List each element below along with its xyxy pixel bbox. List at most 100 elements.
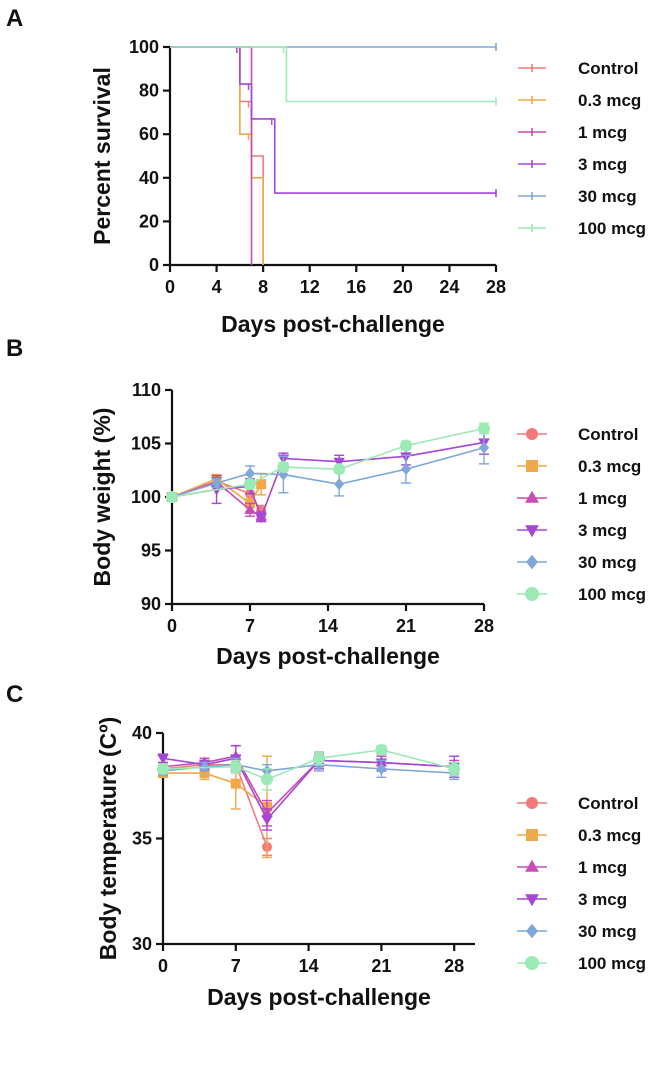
legend-swatch-marker (526, 554, 538, 570)
legend-item-control: Control (517, 425, 638, 444)
data-point (230, 778, 241, 789)
legend-item-1-mcg: 1 mcg (518, 123, 627, 142)
legend: Control 0.3 mcg 1 mcg 3 mcg 30 mcg 100 mcg (517, 425, 646, 604)
legend-swatch-marker (526, 829, 538, 841)
data-point (401, 463, 411, 476)
y-axis-title: Percent survival (89, 67, 115, 245)
data-point (333, 463, 346, 476)
legend-label: Control (578, 425, 638, 444)
x-tick-label: 28 (474, 616, 494, 636)
x-tick-label: 24 (439, 277, 459, 297)
x-axis-title: Days post-challenge (207, 984, 431, 1010)
series-line-0-3-mcg (171, 477, 262, 505)
y-tick-label: 105 (131, 434, 161, 454)
x-tick-label: 12 (300, 277, 320, 297)
data-point (479, 441, 489, 454)
legend-item-0-3-mcg: 0.3 mcg (517, 457, 641, 476)
series-3-mcg (170, 46, 497, 198)
data-point (244, 503, 256, 514)
x-tick-label: 0 (158, 956, 168, 976)
legend-label: 30 mcg (578, 553, 637, 572)
legend-label: 1 mcg (578, 123, 627, 142)
legend-swatch-marker (525, 525, 539, 538)
series-line-control (162, 763, 268, 848)
data-point (199, 768, 210, 779)
data-point (157, 754, 169, 765)
legend-label: 100 mcg (578, 954, 646, 973)
y-axis-title: Body temperature (Cº) (95, 717, 121, 961)
data-point (448, 762, 461, 775)
legend-item-0-3-mcg: 0.3 mcg (517, 826, 641, 845)
data-point (375, 743, 388, 756)
x-tick-label: 14 (318, 616, 338, 636)
legend-label: 30 mcg (578, 187, 637, 206)
y-tick-label: 0 (149, 255, 159, 275)
chart-panel-c: C 30 35 40 0 7 14 21 28 Days post-challenge Body t… (6, 681, 646, 1010)
y-axis-title: Body weight (%) (89, 408, 115, 587)
y-tick-label: 100 (129, 37, 159, 57)
legend-swatch-marker (526, 460, 538, 472)
series-line-0-3-mcg (163, 772, 268, 808)
legend-swatch-marker (525, 894, 539, 907)
data-point (244, 478, 256, 491)
y-tick-label: 100 (131, 487, 161, 507)
survival-curve-control (170, 46, 264, 265)
legend-item-1-mcg: 1 mcg (517, 489, 627, 508)
legend-item-3-mcg: 3 mcg (517, 890, 627, 909)
x-tick-label: 21 (396, 616, 416, 636)
y-tick-label: 60 (139, 124, 159, 144)
legend-swatch-marker (526, 923, 538, 939)
x-axis-title: Days post-challenge (216, 643, 440, 669)
y-tick-label: 90 (141, 594, 161, 614)
legend-swatch-marker (525, 587, 539, 601)
series-control (170, 46, 264, 265)
data-point (333, 457, 345, 468)
legend-swatch-marker (526, 797, 538, 809)
legend-label: Control (578, 59, 638, 78)
legend-item-100-mcg: 100 mcg (517, 954, 646, 973)
legend-label: 3 mcg (578, 521, 627, 540)
data-point (256, 479, 267, 490)
legend-item-30-mcg: 30 mcg (517, 553, 637, 572)
legend-label: 30 mcg (578, 922, 637, 941)
legend-label: 1 mcg (578, 489, 627, 508)
y-tick-label: 20 (139, 211, 159, 231)
series-control (158, 755, 272, 857)
panel-letter: B (6, 335, 23, 362)
data-point (334, 478, 345, 491)
legend-swatch-marker (525, 956, 539, 970)
series-0-3-mcg (170, 46, 264, 265)
legend-item-100-mcg: 100 mcg (517, 585, 646, 604)
x-tick-label: 20 (393, 277, 413, 297)
legend-item-30-mcg: 30 mcg (518, 187, 637, 206)
legend-swatch-marker (525, 490, 539, 503)
data-point (255, 513, 267, 524)
legend-swatch-marker (525, 859, 539, 872)
legend: Control 0.3 mcg 1 mcg 3 mcg 30 mcg 100 mcg (517, 794, 646, 973)
x-axis-title: Days post-challenge (221, 311, 445, 337)
y-tick-label: 95 (141, 541, 161, 561)
y-tick-label: 80 (139, 81, 159, 101)
legend-label: 100 mcg (578, 585, 646, 604)
legend-label: 0.3 mcg (578, 826, 641, 845)
legend-label: 1 mcg (578, 858, 627, 877)
legend-label: 0.3 mcg (578, 91, 641, 110)
x-tick-label: 14 (299, 956, 319, 976)
series-0-3-mcg (158, 755, 272, 859)
legend-item-control: Control (517, 794, 638, 813)
legend-label: 3 mcg (578, 155, 627, 174)
y-tick-label: 30 (132, 934, 152, 954)
legend-item-0-3-mcg: 0.3 mcg (518, 91, 641, 110)
panel-letter: A (6, 5, 23, 32)
legend-label: 100 mcg (578, 219, 646, 238)
data-point (261, 815, 273, 826)
data-point (478, 422, 490, 435)
legend-item-100-mcg: 100 mcg (518, 219, 646, 238)
legend-label: Control (578, 794, 638, 813)
chart-panel-b: B 90 95 100 105 110 0 7 14 21 28 Days post-challeng… (6, 335, 646, 669)
data-point (376, 762, 387, 775)
legend-label: 3 mcg (578, 890, 627, 909)
legend: Control 0.3 mcg 1 mcg 3 mcg 30 mcg 100 mcg (518, 59, 646, 238)
y-tick-label: 40 (139, 168, 159, 188)
